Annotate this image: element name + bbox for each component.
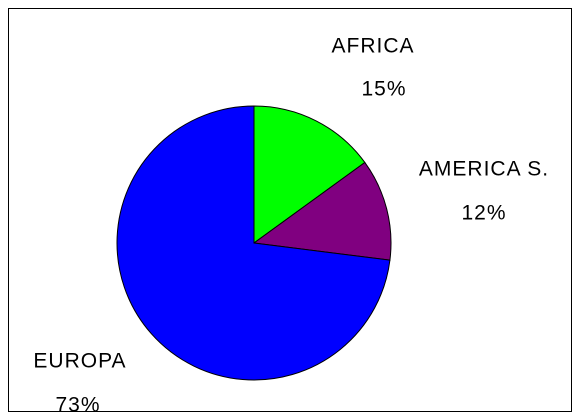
pie-slice — [252, 161, 392, 261]
slice-label: AMERICA S. — [419, 158, 549, 181]
pie-slice — [116, 105, 391, 381]
slice-value-label: 15% — [361, 78, 406, 101]
slice-label: EUROPA — [33, 350, 126, 373]
slice-label: AFRICA — [331, 35, 414, 58]
pie-slice — [253, 105, 366, 244]
slice-value-label: 73% — [55, 394, 100, 417]
slice-value-label: 12% — [461, 202, 506, 225]
